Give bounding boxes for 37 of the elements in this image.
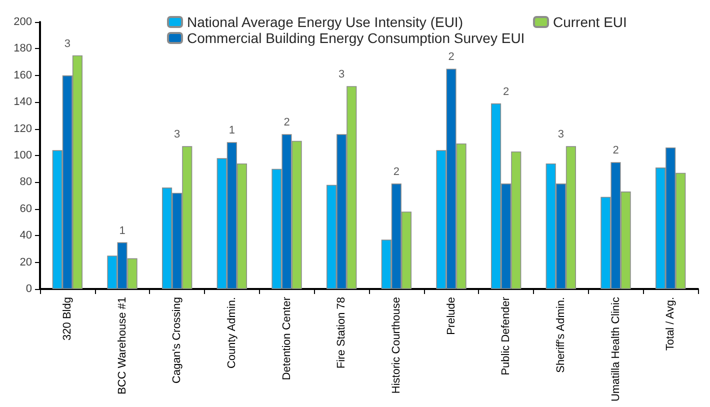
y-tick-label: 40 xyxy=(20,230,32,242)
annotation: 3 xyxy=(64,38,70,50)
x-tick-label: Fire Station 78 xyxy=(336,297,348,369)
y-tick-label: 200 xyxy=(14,16,32,28)
annotation: 1 xyxy=(119,224,126,237)
y-tick-label: 180 xyxy=(14,42,32,55)
x-tick-label: 320 Bldg xyxy=(61,297,74,340)
annotation: 2 xyxy=(612,144,619,157)
annotation: 2 xyxy=(284,116,290,129)
x-tick-label: Detention Center xyxy=(280,296,293,380)
y-tick-label: 100 xyxy=(14,150,32,162)
legend-label: Current EUI xyxy=(553,14,627,30)
y-tick-label: 80 xyxy=(20,176,32,188)
x-tick-label: Sheriff's Admin. xyxy=(554,297,567,373)
legend-label: Commercial Building Energy Consumption Survey EUI xyxy=(187,30,525,46)
annotation: 3 xyxy=(558,128,564,141)
y-tick-label: 160 xyxy=(14,69,32,82)
annotation: 3 xyxy=(174,128,180,141)
x-tick-label: BCC Warehouse #1 xyxy=(116,297,128,394)
annotation: 2 xyxy=(503,86,510,98)
y-tick-label: 120 xyxy=(14,122,32,135)
annotation: 1 xyxy=(228,124,235,137)
annotation: 2 xyxy=(448,51,454,64)
y-tick-label: 0 xyxy=(26,283,32,295)
x-tick-label: Public Defender xyxy=(500,296,512,376)
y-tick-label: 140 xyxy=(14,96,32,108)
x-tick-label: Cagan's Crossing xyxy=(171,297,184,384)
y-tick-label: 60 xyxy=(20,202,32,215)
x-tick-label: Historic Courthouse xyxy=(390,297,402,394)
legend-label: National Average Energy Use Intensity (EUI) xyxy=(187,14,463,30)
annotation: 2 xyxy=(393,166,400,178)
annotation: 3 xyxy=(338,68,345,81)
x-tick-label: Prelude xyxy=(445,297,458,335)
x-tick-label: County Admin. xyxy=(226,297,238,369)
x-tick-label: Total / Avg. xyxy=(664,297,677,351)
x-tick-label: Umatilla Health Clinic xyxy=(610,296,622,402)
y-tick-label: 20 xyxy=(20,256,32,268)
